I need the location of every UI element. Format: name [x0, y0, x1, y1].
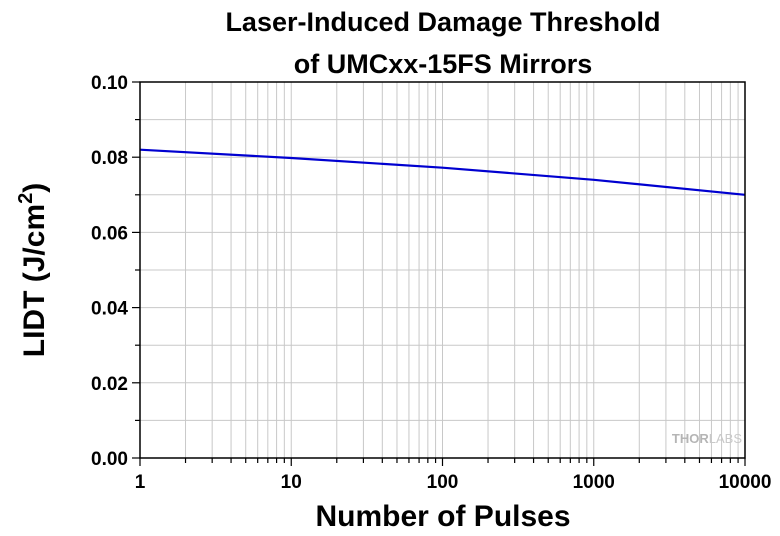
watermark: THORLABS	[672, 431, 742, 446]
y-tick-label: 0.04	[91, 299, 128, 320]
x-axis-label: Number of Pulses	[315, 500, 570, 533]
x-tick-label: 1	[135, 472, 146, 493]
tick-labels: 1 10 100 1000 10000 0.00 0.02 0.04 0.06 0.08 0.10	[91, 73, 771, 493]
axis-ticks	[132, 81, 746, 466]
series-layer	[139, 148, 746, 196]
y-tick-label: 0.08	[91, 148, 128, 169]
chart-title-line1: Laser-Induced Damage Threshold	[225, 7, 660, 37]
y-axis-label-close: )	[18, 183, 51, 193]
y-tick-label: 0.06	[91, 223, 128, 244]
y-tick-label: 0.00	[91, 449, 128, 470]
watermark-labs: LABS	[709, 431, 743, 446]
y-axis-label-sup: 2	[15, 193, 37, 204]
y-tick-label: 0.02	[91, 374, 128, 395]
x-tick-label: 100	[427, 472, 459, 493]
y-axis-label-main: LIDT (J/cm	[18, 204, 51, 357]
x-tick-label: 1000	[573, 472, 615, 493]
chart-title-line2: of UMCxx-15FS Mirrors	[294, 49, 593, 79]
watermark-thor: THOR	[672, 431, 709, 446]
y-tick-label: 0.10	[91, 73, 128, 94]
x-tick-label: 10000	[719, 472, 772, 493]
y-axis-label: LIDT (J/cm2)	[15, 183, 51, 357]
x-tick-label: 10	[281, 472, 302, 493]
series-line	[139, 148, 746, 196]
grid-lines	[139, 81, 746, 459]
